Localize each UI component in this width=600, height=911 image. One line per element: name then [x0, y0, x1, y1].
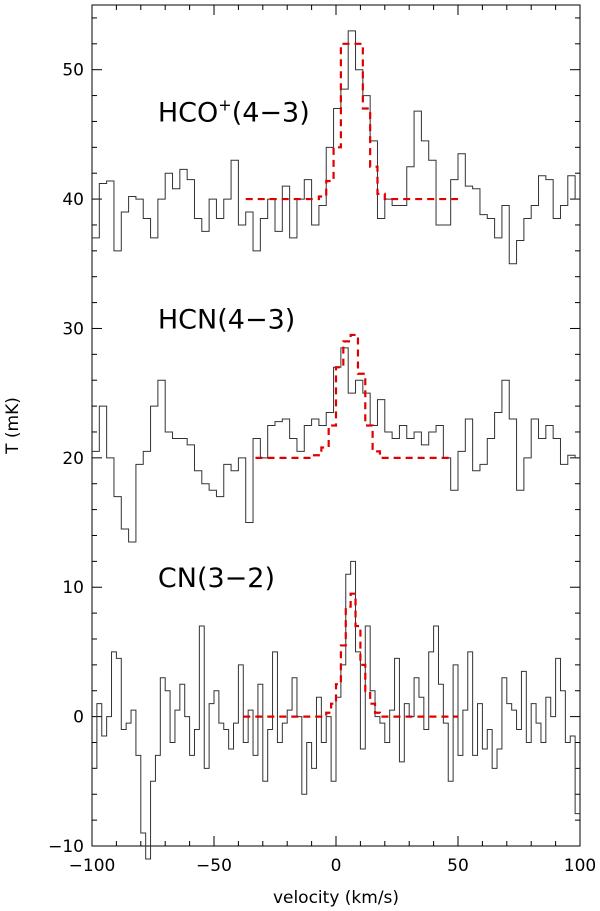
- line-label-rest: (4−3): [232, 97, 310, 128]
- spectrum-line-0: [92, 30, 580, 265]
- line-label-main: CN: [158, 563, 197, 594]
- x-tick-label: 0: [331, 856, 342, 876]
- x-tick-label: 100: [564, 856, 596, 876]
- x-tick-label: 50: [447, 856, 469, 876]
- line-label-sup: +: [218, 95, 231, 114]
- y-tick-label: 50: [62, 61, 84, 81]
- x-tick-label: −50: [196, 856, 232, 876]
- y-tick-label: 20: [62, 449, 84, 469]
- x-axis: −100 −50 0 50 100: [69, 5, 596, 876]
- y-tick-label: 0: [73, 708, 84, 728]
- line-label-main: HCO: [158, 97, 218, 128]
- line-label-rest: (4−3): [217, 304, 295, 335]
- spectrum-line-1: [92, 347, 580, 543]
- line-label-1: HCN(4−3): [158, 304, 295, 335]
- y-tick-label: 40: [62, 190, 84, 210]
- x-tick-label: −100: [69, 856, 116, 876]
- y-axis-title: T (mK): [3, 397, 23, 455]
- line-label-0: HCO+(4−3): [158, 95, 310, 128]
- y-tick-label: 30: [62, 319, 84, 339]
- fit-line-1: [255, 333, 454, 459]
- y-tick-label: −10: [48, 837, 84, 857]
- spectrum-line-2: [92, 560, 580, 860]
- fit-line-2: [243, 592, 458, 718]
- line-label-main: HCN: [158, 304, 217, 335]
- y-axis: −10 0 10 20 30 40 50: [48, 17, 580, 857]
- series-group: [92, 30, 580, 860]
- x-axis-title: velocity (km/s): [273, 888, 399, 908]
- y-tick-label: 10: [62, 578, 84, 598]
- line-label-2: CN(3−2): [158, 563, 275, 594]
- line-label-rest: (3−2): [197, 563, 275, 594]
- line-labels: HCO+(4−3)HCN(4−3)CN(3−2): [158, 95, 310, 594]
